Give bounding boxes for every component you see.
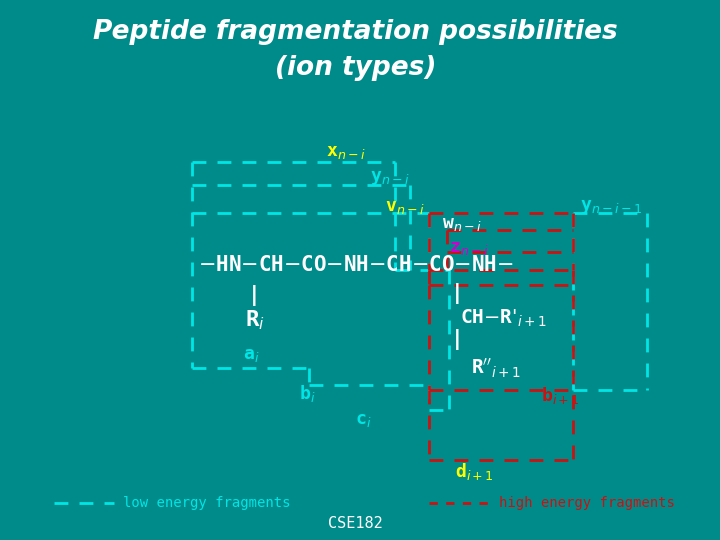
- Text: R$''_{i+1}$: R$''_{i+1}$: [472, 356, 521, 380]
- Text: |: |: [451, 329, 464, 350]
- Text: (ion types): (ion types): [275, 55, 436, 81]
- Text: |: |: [248, 285, 261, 306]
- Text: a$_i$: a$_i$: [243, 346, 260, 364]
- Text: y$_{n-i-1}$: y$_{n-i-1}$: [580, 198, 643, 216]
- Text: CSE182: CSE182: [328, 516, 383, 530]
- Text: w$_{n-i}$: w$_{n-i}$: [442, 215, 482, 233]
- Text: c$_i$: c$_i$: [356, 411, 372, 429]
- Text: d$_{i+1}$: d$_{i+1}$: [455, 462, 494, 483]
- Text: b$_{i+1}$: b$_{i+1}$: [541, 384, 580, 406]
- Text: Peptide fragmentation possibilities: Peptide fragmentation possibilities: [93, 19, 618, 45]
- Text: $-$HN$-$CH$-$CO$-$NH$-$CH$-$CO$-$NH$-$: $-$HN$-$CH$-$CO$-$NH$-$CH$-$CO$-$NH$-$: [197, 255, 513, 275]
- Text: b$_i$: b$_i$: [299, 382, 315, 403]
- Text: low energy fragments: low energy fragments: [123, 496, 291, 510]
- Text: z$_{n-i}$: z$_{n-i}$: [449, 239, 489, 257]
- Text: |: |: [451, 282, 464, 303]
- Text: R$_i$: R$_i$: [245, 308, 265, 332]
- Text: high energy fragments: high energy fragments: [498, 496, 675, 510]
- Text: x$_{n-i}$: x$_{n-i}$: [325, 143, 366, 161]
- Text: y$_{n-i}$: y$_{n-i}$: [370, 169, 410, 187]
- Text: v$_{n-i}$: v$_{n-i}$: [385, 198, 425, 216]
- Text: CH$-$R$'_{i+1}$: CH$-$R$'_{i+1}$: [460, 307, 547, 329]
